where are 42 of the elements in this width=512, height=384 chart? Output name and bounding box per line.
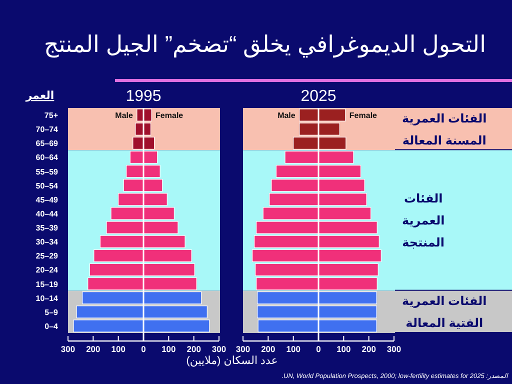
y-tick-label: 45–49 bbox=[36, 195, 59, 204]
x-tick-label: 300 bbox=[386, 344, 402, 354]
y-tick-label: 25–29 bbox=[36, 252, 59, 261]
x-tick-label: 0 bbox=[141, 344, 146, 354]
x-axis-title: عدد السكان (ملايين) bbox=[186, 355, 278, 367]
y-tick-label: 50–54 bbox=[36, 181, 59, 190]
y-tick-label: 55–59 bbox=[36, 167, 59, 176]
x-tick-label: 200 bbox=[362, 344, 376, 354]
x-tick-label: 200 bbox=[261, 344, 276, 354]
x-tick-label: 200 bbox=[86, 344, 101, 354]
y-tick-label: 10–14 bbox=[36, 294, 59, 303]
band-label: الفئات العمرية المسنة المعالة bbox=[402, 111, 487, 148]
x-tick-label: 100 bbox=[162, 344, 176, 354]
x-tick-label: 200 bbox=[186, 344, 202, 354]
chart-subtitle: 2025 bbox=[300, 88, 336, 105]
y-tick-label: 20–24 bbox=[36, 266, 59, 275]
series-label: Male bbox=[278, 111, 296, 120]
chart-title: التحول الديموغرافي يخلق “تضخم” الجيل المنتج bbox=[44, 31, 486, 58]
series-label: Female bbox=[156, 111, 184, 120]
y-tick-label: 15–19 bbox=[36, 280, 59, 289]
y-tick-label: 30–34 bbox=[36, 238, 59, 247]
y-tick-label: 60–64 bbox=[36, 153, 59, 162]
y-tick-label: 35–39 bbox=[36, 224, 59, 233]
y-tick-label: 40–44 bbox=[36, 209, 59, 218]
x-tick-label: 0 bbox=[316, 344, 322, 354]
x-tick-label: 300 bbox=[60, 344, 76, 354]
y-tick-label: 75+ bbox=[44, 111, 58, 120]
y-axis-title: العمر bbox=[24, 90, 54, 102]
series-label: Female bbox=[349, 111, 378, 120]
x-tick-label: 300 bbox=[236, 344, 250, 354]
x-tick-label: 100 bbox=[336, 344, 352, 354]
series-label: Male bbox=[115, 111, 134, 120]
y-tick-label: 65–69 bbox=[36, 139, 59, 148]
y-tick-label: 5–9 bbox=[44, 308, 59, 317]
x-tick-label: 100 bbox=[286, 344, 301, 354]
x-tick-label: 100 bbox=[111, 344, 126, 354]
y-tick-label: 0–4 bbox=[44, 322, 59, 331]
chart-subtitle: 1995 bbox=[126, 88, 162, 105]
band-label: الفئات العمرية المنتجة bbox=[402, 192, 445, 250]
band-label: الفئات العمرية الفتية المعالة bbox=[402, 294, 487, 330]
x-tick-label: 300 bbox=[212, 344, 226, 354]
y-tick-label: 70–74 bbox=[36, 125, 59, 134]
